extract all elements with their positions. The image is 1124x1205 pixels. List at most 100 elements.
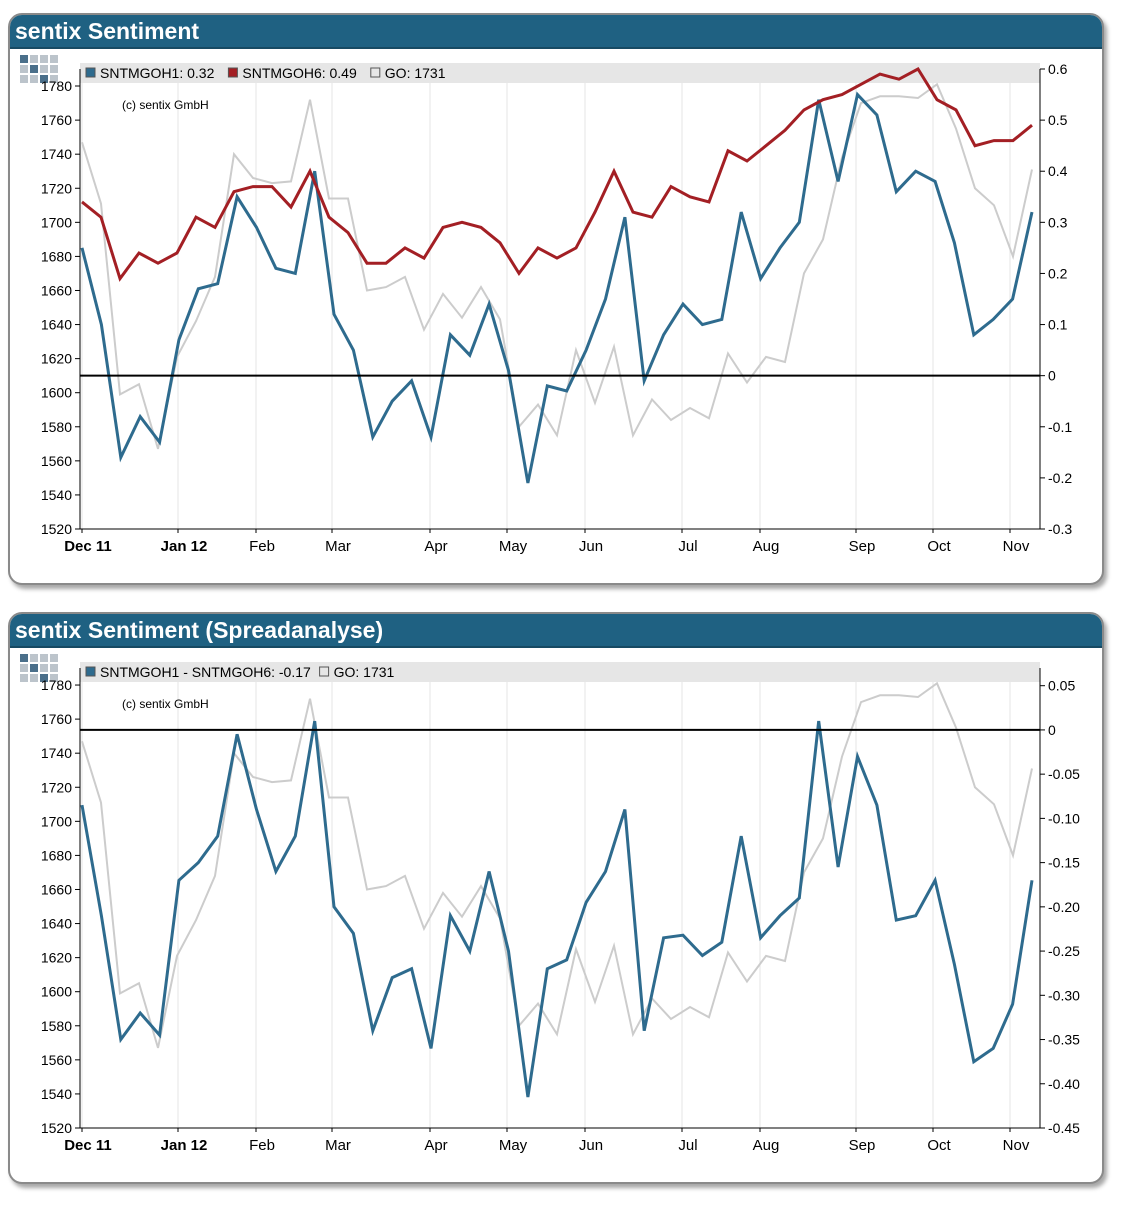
right-axis-tick-label: 0.4 [1048, 163, 1068, 179]
right-axis-tick-label: 0.2 [1048, 265, 1068, 281]
legend-swatch [227, 67, 238, 78]
logo-square [30, 664, 38, 672]
logo-square [40, 55, 48, 63]
logo-square [20, 65, 28, 73]
logo-square [50, 65, 58, 73]
x-axis-tick-label: Aug [753, 1137, 780, 1154]
x-axis-tick-label: Feb [249, 1137, 275, 1154]
legend-label: GO: 1731 [385, 65, 446, 81]
x-axis-tick-label: Nov [1003, 538, 1030, 555]
right-axis-tick-label: -0.25 [1048, 943, 1080, 959]
logo-square [30, 654, 38, 662]
x-axis-tick-label: Jun [579, 538, 603, 555]
x-axis-tick-label: Dec 11 [64, 538, 112, 555]
left-axis-tick-label: 1540 [41, 1086, 72, 1102]
x-axis-tick-label: Sep [849, 538, 876, 555]
logo-square [20, 674, 28, 682]
panel-title: sentix Sentiment (Spreadanalyse) [10, 614, 1102, 648]
x-axis-tick-label: Sep [849, 1137, 876, 1154]
right-axis-tick-label: -0.10 [1048, 810, 1080, 826]
logo-square [50, 75, 58, 83]
x-axis-tick-label: Apr [424, 1137, 447, 1154]
left-axis-tick-label: 1700 [41, 214, 72, 230]
left-axis-tick-label: 1660 [41, 881, 72, 897]
left-axis-tick-label: 1600 [41, 984, 72, 1000]
legend-item: SNTMGOH1 - SNTMGOH6: -0.17 [85, 664, 311, 680]
x-axis-tick-label: Nov [1003, 1137, 1030, 1154]
right-axis-tick-label: 0.6 [1048, 61, 1068, 77]
left-axis-tick-label: 1700 [41, 813, 72, 829]
left-axis-tick-label: 1780 [41, 677, 72, 693]
logo-square [30, 75, 38, 83]
legend-item: GO: 1731 [370, 65, 446, 81]
x-axis-tick-label: Mar [325, 538, 351, 555]
right-axis-tick-label: -0.35 [1048, 1032, 1080, 1048]
left-axis-tick-label: 1540 [41, 487, 72, 503]
left-axis-tick-label: 1760 [41, 711, 72, 727]
series-line-sntmgoh6 [81, 67, 1033, 282]
legend-label: GO: 1731 [334, 664, 395, 680]
legend-label: SNTMGOH1: 0.32 [100, 65, 215, 81]
right-axis-tick-label: -0.20 [1048, 899, 1080, 915]
x-axis-tick-label: Jul [678, 538, 697, 555]
legend-item: GO: 1731 [319, 664, 395, 680]
x-axis-tick-label: Oct [927, 1137, 951, 1154]
legend-item: SNTMGOH1: 0.32 [85, 65, 215, 81]
sentix-logo-icon [20, 55, 58, 83]
left-axis-tick-label: 1520 [41, 521, 72, 537]
left-axis-tick-label: 1620 [41, 351, 72, 367]
left-axis-tick-label: 1580 [41, 419, 72, 435]
logo-square [30, 65, 38, 73]
legend-item: SNTMGOH6: 0.49 [227, 65, 357, 81]
right-axis-tick-label: -0.15 [1048, 855, 1080, 871]
right-axis-tick-label: 0.5 [1048, 112, 1068, 128]
left-axis-tick-label: 1780 [41, 78, 72, 94]
logo-square [20, 664, 28, 672]
x-axis-tick-label: Aug [753, 538, 780, 555]
right-axis-tick-label: 0.05 [1048, 678, 1075, 694]
left-axis-tick-label: 1620 [41, 950, 72, 966]
logo-square [50, 664, 58, 672]
left-axis-tick-label: 1680 [41, 847, 72, 863]
logo-square [50, 654, 58, 662]
x-axis-tick-label: Feb [249, 538, 275, 555]
x-axis-tick-label: Dec 11 [64, 1137, 112, 1154]
x-axis-tick-label: Mar [325, 1137, 351, 1154]
x-axis-tick-label: Apr [424, 538, 447, 555]
copyright-text: (c) sentix GmbH [122, 697, 209, 711]
legend-swatch [85, 67, 96, 78]
chart-sentiment: 1520 1540 1560 1580 1600 1620 1640 1660 1680 1700… [20, 55, 1072, 555]
left-axis-tick-label: 1640 [41, 916, 72, 932]
left-axis-tick-label: 1720 [41, 180, 72, 196]
right-axis-tick-label: -0.40 [1048, 1076, 1080, 1092]
legend-label: SNTMGOH1 - SNTMGOH6: -0.17 [100, 664, 311, 680]
left-axis-tick-label: 1560 [41, 453, 72, 469]
x-axis-tick-label: Jan 12 [161, 538, 208, 555]
copyright-text: (c) sentix GmbH [122, 98, 209, 112]
right-axis-tick-label: -0.1 [1048, 419, 1072, 435]
logo-square [20, 55, 28, 63]
right-axis-tick-label: 0 [1048, 722, 1056, 738]
left-axis-tick-label: 1660 [41, 282, 72, 298]
sentix-logo-icon [20, 654, 58, 682]
left-axis-tick-label: 1580 [41, 1018, 72, 1034]
series-line-go [81, 82, 1033, 450]
x-axis-tick-label: Jan 12 [161, 1137, 208, 1154]
right-axis-tick-label: -0.45 [1048, 1120, 1080, 1136]
left-axis-tick-label: 1740 [41, 146, 72, 162]
right-axis-tick-label: -0.30 [1048, 987, 1080, 1003]
left-axis-tick-label: 1600 [41, 385, 72, 401]
chart-panel-sentiment: sentix Sentiment 1520 1540 1560 1580 1600 162… [8, 13, 1104, 585]
logo-square [40, 65, 48, 73]
logo-square [40, 664, 48, 672]
x-axis-tick-label: May [499, 538, 528, 555]
left-axis-tick-label: 1760 [41, 112, 72, 128]
series-line-sntmgoh1 [80, 91, 1034, 484]
legend-swatch [85, 666, 96, 677]
legend-swatch [370, 67, 381, 78]
logo-square [40, 674, 48, 682]
right-axis-tick-label: -0.3 [1048, 521, 1072, 537]
x-axis-tick-label: May [499, 1137, 528, 1154]
left-axis-tick-label: 1560 [41, 1052, 72, 1068]
right-axis-tick-label: 0 [1048, 368, 1056, 384]
